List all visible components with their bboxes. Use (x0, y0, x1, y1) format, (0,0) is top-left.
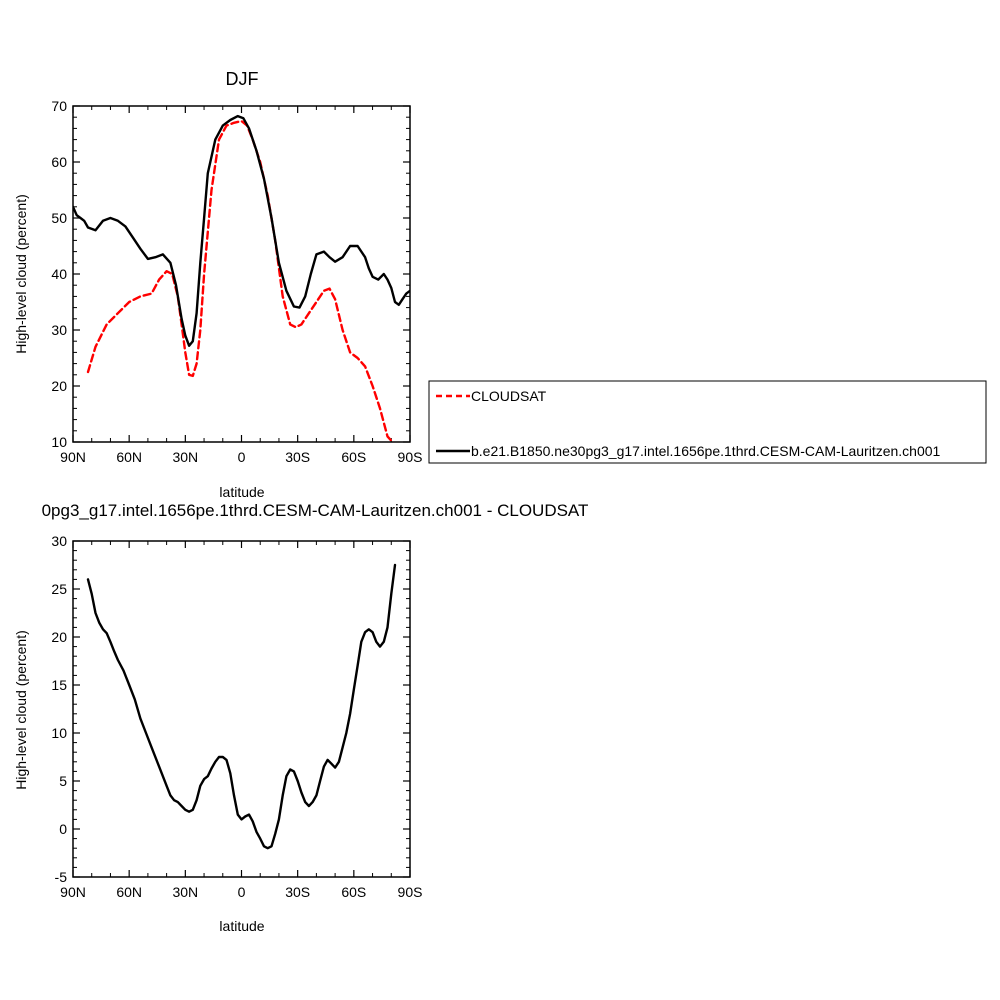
bottom-x-tick-label: 30S (285, 884, 310, 900)
top-chart-title: DJF (226, 69, 259, 89)
bottom-x-tick-label: 90S (398, 884, 423, 900)
bottom-x-axis-label: latitude (219, 918, 264, 934)
top-x-tick-label: 60N (116, 449, 142, 465)
top-y-tick-label: 60 (51, 154, 67, 170)
top-plot-frame (72, 105, 411, 443)
legend-box (428, 380, 987, 464)
top-y-tick-label: 40 (51, 266, 67, 282)
legend-label-cloudsat: CLOUDSAT (471, 388, 547, 404)
bottom-y-tick-label: 15 (51, 677, 67, 693)
bottom-y-axis-label: High-level cloud (percent) (13, 630, 29, 790)
top-x-axis-label: latitude (219, 484, 264, 500)
top-x-tick-label: 60S (341, 449, 366, 465)
bottom-x-tick-label: 60S (341, 884, 366, 900)
bottom-plot-frame (72, 540, 411, 878)
bottom-y-tick-label: 10 (51, 725, 67, 741)
bottom-series-line-difference (86, 563, 397, 850)
top-y-tick-label: 20 (51, 378, 67, 394)
bottom-y-tick-label: 25 (51, 581, 67, 597)
top-y-axis-label: High-level cloud (percent) (13, 194, 29, 354)
bottom-panel: 0pg3_g17.intel.1656pe.1thrd.CESM-CAM-Lau… (13, 501, 588, 934)
bottom-y-tick-label: 0 (59, 821, 67, 837)
top-x-tick-label: 90S (398, 449, 423, 465)
top-x-tick-label: 0 (238, 449, 246, 465)
legend-label-model: b.e21.B1850.ne30pg3_g17.intel.1656pe.1th… (471, 443, 941, 459)
bottom-x-tick-label: 0 (238, 884, 246, 900)
top-y-tick-label: 10 (51, 434, 67, 450)
top-y-tick-label: 30 (51, 322, 67, 338)
bottom-y-tick-label: -5 (55, 869, 68, 885)
top-series-line-cloudsat (86, 119, 395, 442)
top-series-line-model (73, 114, 410, 347)
bottom-x-tick-label: 60N (116, 884, 142, 900)
legend: CLOUDSAT b.e21.B1850.ne30pg3_g17.intel.1… (428, 380, 987, 464)
bottom-x-tick-label: 90N (60, 884, 86, 900)
bottom-x-tick-label: 30N (172, 884, 198, 900)
top-panel: DJF 90N 60N 30N 0 30S 60S 90S 10 20 30 40 50 60 70 la… (13, 69, 422, 500)
top-y-tick-label: 50 (51, 210, 67, 226)
bottom-chart-title: 0pg3_g17.intel.1656pe.1thrd.CESM-CAM-Lau… (42, 501, 589, 520)
bottom-y-tick-label: 5 (59, 773, 67, 789)
top-x-tick-label: 90N (60, 449, 86, 465)
top-y-tick-label: 70 (51, 98, 67, 114)
bottom-y-tick-label: 20 (51, 629, 67, 645)
top-x-tick-label: 30S (285, 449, 310, 465)
bottom-y-tick-label: 30 (51, 533, 67, 549)
top-x-tick-label: 30N (172, 449, 198, 465)
